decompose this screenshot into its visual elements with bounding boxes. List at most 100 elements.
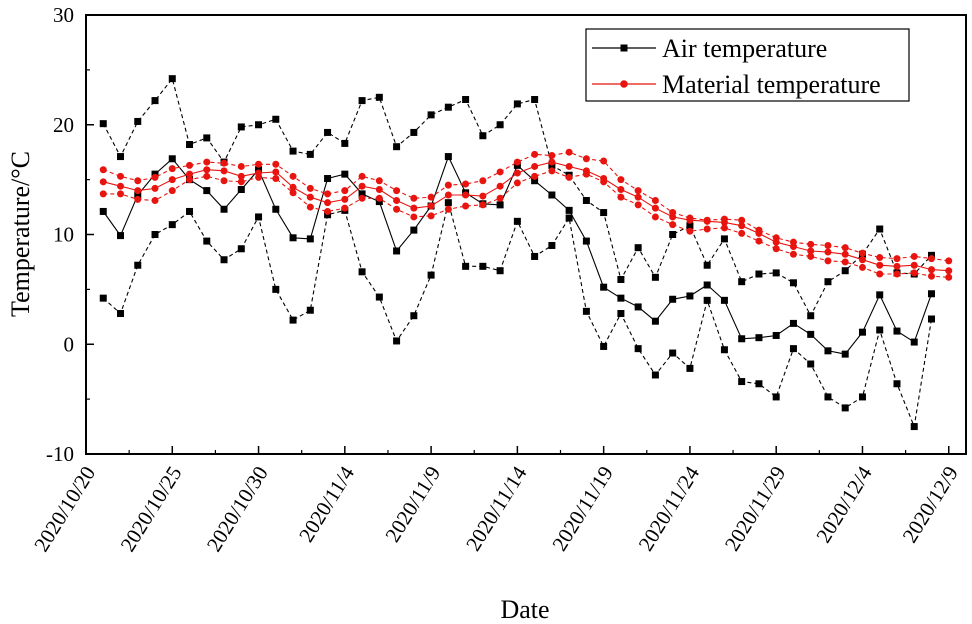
- data-point: [410, 226, 418, 234]
- legend-marker-air-temperature: [620, 44, 628, 52]
- data-point: [479, 132, 487, 140]
- data-point: [496, 267, 504, 275]
- legend-label-air-temperature: Air temperature: [662, 34, 827, 63]
- data-point: [168, 155, 176, 163]
- data-point: [479, 201, 487, 209]
- data-point: [858, 263, 866, 271]
- data-point: [531, 96, 539, 104]
- series-4: [99, 148, 953, 265]
- x-tick-label: 2020/10/20: [29, 462, 100, 556]
- data-point: [703, 225, 711, 233]
- series-2: [99, 199, 935, 431]
- data-point: [807, 330, 815, 338]
- data-point: [117, 172, 125, 180]
- data-point: [669, 231, 677, 238]
- data-point: [99, 120, 107, 128]
- data-point: [548, 191, 556, 199]
- legend-label-material-temperature: Material temperature: [662, 70, 881, 99]
- data-point: [582, 307, 590, 315]
- data-point: [893, 327, 901, 335]
- data-point: [168, 165, 176, 173]
- data-point: [513, 179, 521, 187]
- data-point: [755, 226, 763, 234]
- data-point: [168, 187, 176, 195]
- data-point: [444, 199, 452, 207]
- data-point: [634, 244, 642, 252]
- data-point: [134, 261, 142, 269]
- data-point: [375, 194, 383, 202]
- data-point: [375, 177, 383, 185]
- data-point: [324, 175, 332, 183]
- data-point: [789, 250, 797, 258]
- data-point: [203, 237, 211, 245]
- data-point: [772, 245, 780, 253]
- data-point: [117, 153, 125, 161]
- data-point: [755, 380, 763, 388]
- data-point: [824, 278, 832, 286]
- data-point: [686, 292, 694, 300]
- data-point: [220, 167, 228, 175]
- data-point: [410, 128, 418, 136]
- data-point: [686, 214, 694, 222]
- y-axis-title: Temperature/°C: [6, 151, 35, 317]
- data-point: [513, 100, 521, 108]
- data-point: [289, 147, 297, 155]
- data-point: [738, 216, 746, 224]
- data-point: [617, 186, 625, 194]
- data-point: [99, 207, 107, 215]
- data-point: [807, 312, 815, 320]
- data-point: [893, 380, 901, 388]
- data-point: [427, 271, 435, 279]
- data-point: [738, 378, 746, 386]
- data-point: [375, 93, 383, 101]
- data-point: [841, 250, 849, 258]
- data-point: [203, 172, 211, 180]
- data-point: [651, 371, 659, 379]
- y-tick-label: 30: [53, 3, 74, 27]
- data-point: [410, 312, 418, 320]
- data-point: [203, 187, 211, 195]
- data-point: [600, 157, 608, 165]
- data-point: [789, 279, 797, 287]
- data-point: [720, 346, 728, 354]
- data-point: [565, 148, 573, 156]
- data-point: [410, 194, 418, 202]
- data-point: [444, 205, 452, 213]
- data-point: [444, 181, 452, 189]
- data-point: [651, 317, 659, 325]
- x-tick-label: 2020/11/4: [294, 462, 359, 547]
- data-point: [479, 192, 487, 200]
- data-point: [634, 187, 642, 195]
- data-point: [134, 191, 142, 199]
- data-point: [272, 285, 280, 293]
- data-point: [255, 173, 263, 181]
- data-point: [945, 273, 953, 281]
- data-point: [738, 222, 746, 230]
- series-line: [103, 151, 949, 262]
- data-point: [410, 204, 418, 212]
- data-point: [755, 270, 763, 278]
- data-point: [289, 234, 297, 242]
- data-point: [341, 187, 349, 195]
- data-point: [858, 328, 866, 336]
- data-point: [927, 272, 935, 280]
- y-tick-label: 10: [53, 223, 74, 247]
- data-point: [220, 256, 228, 264]
- data-point: [686, 364, 694, 372]
- data-point: [289, 183, 297, 191]
- data-point: [255, 213, 263, 221]
- data-point: [858, 256, 866, 264]
- data-point: [841, 350, 849, 358]
- data-point: [393, 205, 401, 213]
- data-point: [393, 187, 401, 195]
- data-point: [99, 294, 107, 302]
- x-tick-label: 2020/11/9: [380, 462, 445, 546]
- data-point: [341, 204, 349, 212]
- data-point: [755, 334, 763, 342]
- legend: Air temperature Material temperature: [585, 28, 910, 102]
- data-point: [738, 335, 746, 343]
- data-point: [203, 166, 211, 174]
- data-point: [945, 267, 953, 275]
- x-tick-label: 2020/10/30: [202, 462, 273, 556]
- data-point: [755, 237, 763, 245]
